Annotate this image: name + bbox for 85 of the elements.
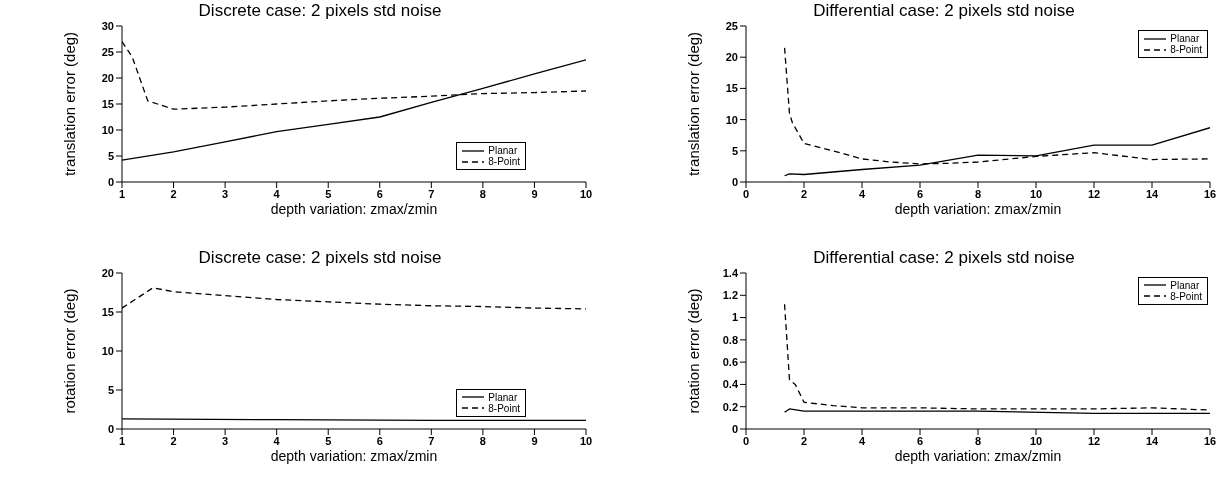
x-tick-label: 5 <box>325 187 332 200</box>
y-tick-label: 0.6 <box>722 355 738 368</box>
y-axis-title: rotation error (deg) <box>61 287 79 414</box>
y-tick-label: 15 <box>101 97 114 110</box>
y-tick-label: 1 <box>731 310 738 323</box>
y-tick-label: 0 <box>107 422 114 435</box>
y-tick-label: 10 <box>101 123 114 136</box>
x-tick-label: 6 <box>916 434 924 447</box>
legend-label: 8-Point <box>488 402 520 414</box>
x-tick-label: 10 <box>579 187 593 200</box>
y-tick-label: 0.4 <box>722 377 739 390</box>
x-tick-label: 16 <box>1203 434 1217 447</box>
x-tick-label: 0 <box>742 434 750 447</box>
x-tick-label: 4 <box>273 187 281 200</box>
y-tick-label: 20 <box>101 266 114 279</box>
x-tick-label: 10 <box>1029 434 1043 447</box>
legend-label: Planar <box>1170 279 1200 291</box>
x-tick-label: 2 <box>170 434 177 447</box>
x-tick-label: 8 <box>479 187 486 200</box>
x-tick-label: 6 <box>376 434 383 447</box>
chart-title: Discrete case: 2 pixels std noise <box>198 1 442 20</box>
y-tick-label: 0.8 <box>722 333 738 346</box>
x-tick-label: 5 <box>325 434 332 447</box>
x-tick-label: 16 <box>1203 187 1217 200</box>
line-series <box>783 303 1210 411</box>
y-axis-title: rotation error (deg) <box>685 287 703 414</box>
x-tick-label: 2 <box>800 434 808 447</box>
x-tick-label: 4 <box>273 434 281 447</box>
x-tick-label: 7 <box>428 187 435 200</box>
y-tick-label: 20 <box>725 51 738 64</box>
x-tick-label: 10 <box>1029 187 1043 200</box>
x-tick-label: 12 <box>1087 187 1101 200</box>
x-axis-title: depth variation: zmax/zmin <box>894 447 1062 464</box>
y-tick-label: 25 <box>101 45 114 58</box>
y-tick-label: 20 <box>101 71 114 84</box>
y-tick-label: 5 <box>731 144 738 157</box>
x-tick-label: 8 <box>974 434 982 447</box>
y-tick-label: 0 <box>107 175 114 188</box>
x-tick-label: 1 <box>118 187 126 200</box>
legend-label: Planar <box>488 145 518 156</box>
y-tick-label: 5 <box>107 383 114 396</box>
x-tick-label: 12 <box>1087 434 1101 447</box>
y-tick-label: 10 <box>725 113 738 126</box>
x-tick-label: 4 <box>858 187 866 200</box>
y-tick-label: 0 <box>731 422 738 435</box>
legend-label: Planar <box>1170 33 1200 44</box>
y-tick-label: 5 <box>107 149 114 162</box>
x-tick-label: 14 <box>1145 187 1159 200</box>
x-tick-label: 0 <box>742 187 750 200</box>
x-tick-label: 3 <box>222 434 229 447</box>
y-axis-title: translation error (deg) <box>685 31 703 177</box>
x-tick-label: 2 <box>170 187 177 200</box>
chart-title: Differential case: 2 pixels std noise <box>813 247 1075 267</box>
y-tick-label: 15 <box>725 82 738 95</box>
y-tick-label: 0 <box>731 175 738 188</box>
legend-label: Planar <box>488 391 518 403</box>
legend-label: 8-Point <box>1170 44 1202 55</box>
x-tick-label: 8 <box>974 187 982 200</box>
x-tick-label: 6 <box>916 187 924 200</box>
x-tick-label: 9 <box>531 434 538 447</box>
y-tick-label: 1.2 <box>722 288 738 301</box>
chart-title: Differential case: 2 pixels std noise <box>813 1 1075 20</box>
x-axis-title: depth variation: zmax/zmin <box>894 201 1062 217</box>
legend-label: 8-Point <box>1170 290 1202 302</box>
x-tick-label: 2 <box>800 187 808 200</box>
x-tick-label: 14 <box>1145 434 1159 447</box>
y-tick-label: 15 <box>101 305 114 318</box>
x-axis-title: depth variation: zmax/zmin <box>270 201 438 217</box>
y-tick-label: 10 <box>101 344 114 357</box>
x-tick-label: 4 <box>858 434 866 447</box>
y-tick-label: 0.2 <box>722 400 738 413</box>
x-tick-label: 10 <box>579 434 593 447</box>
x-axis-title: depth variation: zmax/zmin <box>270 447 438 464</box>
legend-label: 8-Point <box>488 156 520 167</box>
x-tick-label: 7 <box>428 434 435 447</box>
x-tick-label: 1 <box>118 434 126 447</box>
x-tick-label: 6 <box>376 187 383 200</box>
y-tick-label: 1.4 <box>722 266 739 279</box>
chart-title: Discrete case: 2 pixels std noise <box>198 247 442 267</box>
x-tick-label: 3 <box>222 187 229 200</box>
x-tick-label: 9 <box>531 187 538 200</box>
x-tick-label: 8 <box>479 434 486 447</box>
y-axis-title: translation error (deg) <box>61 31 79 177</box>
y-tick-label: 30 <box>101 19 114 32</box>
y-tick-label: 25 <box>725 19 738 32</box>
